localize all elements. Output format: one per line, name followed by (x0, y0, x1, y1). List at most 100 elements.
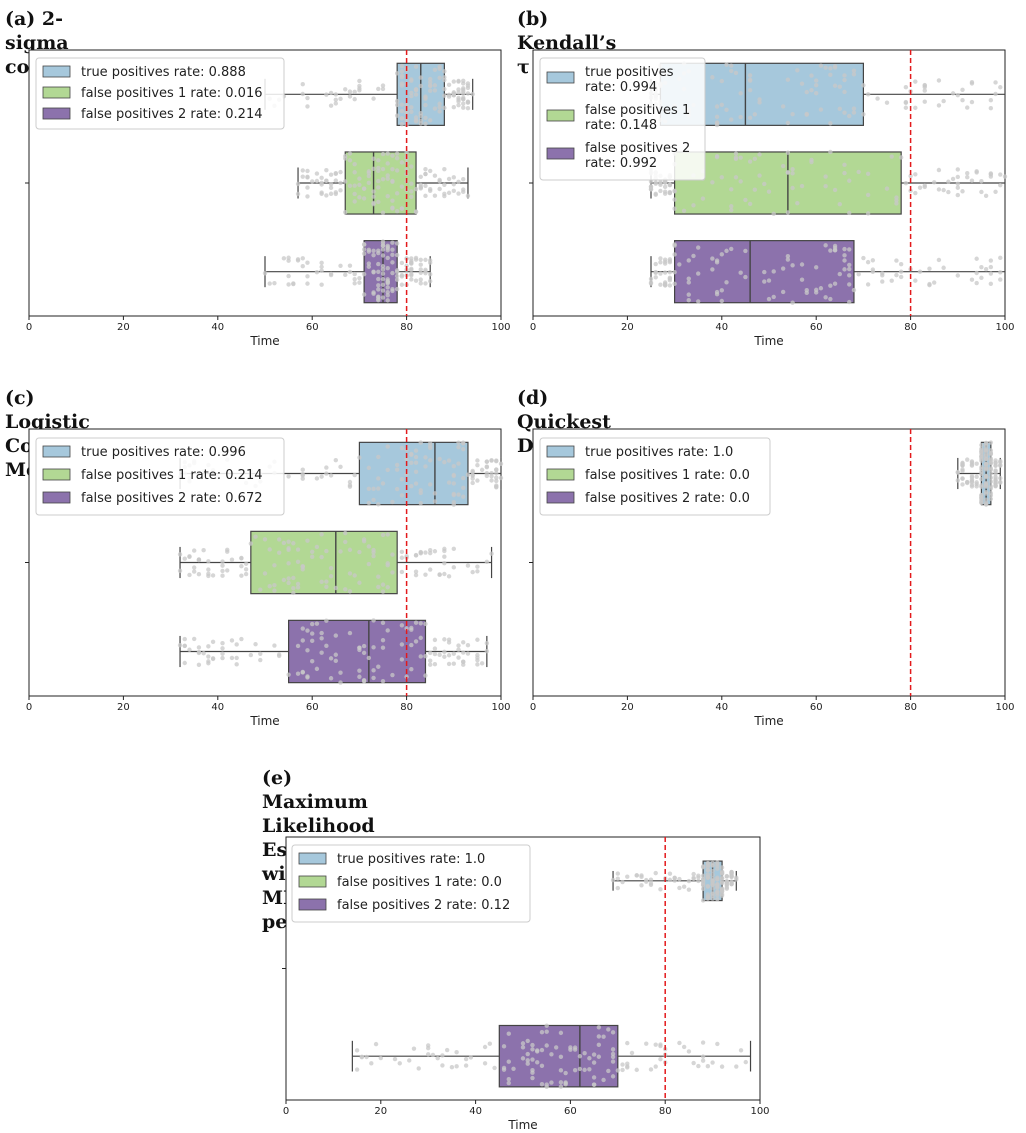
swarm-point (465, 643, 471, 648)
swarm-point (206, 559, 211, 564)
swarm-point (310, 659, 315, 664)
swarm-point (799, 183, 805, 189)
swarm-point (418, 262, 423, 267)
swarm-point (998, 459, 1003, 465)
swarm-point (418, 174, 423, 179)
swarm-point (696, 1063, 701, 1069)
swarm-point (766, 278, 772, 283)
swarm-point (229, 655, 235, 661)
swarm-point (743, 248, 748, 254)
swarm-point (568, 1047, 573, 1052)
swarm-point (423, 550, 428, 555)
swarm-point (898, 155, 904, 160)
swarm-point (461, 187, 466, 192)
swarm-point (347, 589, 353, 594)
swarm-point (969, 99, 975, 105)
swarm-point (319, 579, 324, 585)
swarm-point (941, 187, 946, 193)
swarm-point (409, 181, 414, 186)
swarm-point (461, 640, 466, 645)
swarm-point (799, 277, 805, 282)
swarm-point (936, 167, 942, 173)
swarm-point (922, 183, 927, 188)
swarm-point (525, 1038, 530, 1044)
x-axis-label: Time (249, 334, 279, 348)
swarm-point (475, 662, 480, 667)
swarm-point (357, 455, 362, 460)
swarm-point (662, 270, 668, 275)
swarm-point (373, 1041, 379, 1047)
swarm-point (653, 1064, 658, 1069)
swarm-point (715, 1041, 720, 1047)
swarm-point (729, 246, 734, 252)
swarm-point (423, 621, 428, 627)
swarm-point (917, 269, 923, 274)
swarm-point (610, 1059, 616, 1064)
swarm-point (206, 644, 211, 649)
swarm-point (413, 186, 419, 192)
swarm-point (442, 69, 447, 74)
swarm-point (790, 263, 795, 268)
swarm-point (376, 168, 381, 173)
swarm-point (440, 1053, 445, 1058)
swarm-point (639, 874, 644, 880)
swarm-point (399, 160, 405, 165)
swarm-point (432, 67, 438, 73)
swarm-point (832, 187, 838, 193)
swarm-point (385, 173, 390, 178)
swarm-point (423, 673, 428, 678)
legend-entry: true positives rate: 0.994 (585, 65, 674, 95)
swarm-point (428, 80, 433, 85)
swarm-point (823, 174, 828, 179)
swarm-point (700, 873, 706, 878)
swarm-point (239, 573, 244, 578)
swarm-point (714, 120, 720, 125)
swarm-point (361, 292, 367, 297)
swarm-point (461, 105, 466, 110)
swarm-point (361, 271, 367, 277)
swarm-point (338, 263, 343, 268)
swarm-point (276, 550, 282, 555)
swarm-point (428, 83, 433, 88)
swarm-point (752, 112, 758, 117)
swarm-point (790, 112, 795, 117)
swarm-point (913, 190, 918, 196)
swarm-point (380, 637, 386, 643)
swarm-point (243, 567, 249, 572)
swarm-point (366, 500, 372, 506)
swarm-point (272, 280, 277, 286)
swarm-point (300, 467, 305, 472)
swarm-point (220, 640, 225, 646)
swarm-point (385, 161, 390, 166)
swarm-point (385, 293, 390, 298)
swarm-point (719, 865, 725, 870)
swarm-point (790, 166, 795, 172)
swarm-point (390, 179, 395, 184)
swarm-point (894, 272, 899, 278)
swarm-point (983, 489, 989, 495)
swarm-point (662, 281, 668, 287)
swarm-point (423, 281, 428, 286)
swarm-point (319, 268, 324, 273)
swarm-point (437, 456, 442, 462)
swarm-point (371, 645, 376, 650)
swarm-point (461, 446, 466, 452)
swarm-point (715, 885, 720, 890)
swarm-point (955, 92, 960, 98)
swarm-point (644, 1041, 649, 1046)
swarm-point (333, 171, 338, 177)
swarm-point (743, 274, 748, 280)
legend-entry: false positives 2 rate: 0.672 (81, 491, 263, 506)
swarm-point (442, 649, 447, 655)
swarm-point (409, 273, 414, 278)
chart-d: 0 20 40 60 80 100 Time true positives rate: 1.0… (529, 428, 1015, 728)
swarm-point (446, 190, 452, 196)
swarm-point (710, 75, 715, 80)
swarm-point (380, 589, 386, 594)
swarm-point (969, 178, 975, 183)
swarm-point (397, 1061, 402, 1066)
x-tick-label: 20 (621, 702, 634, 713)
swarm-point (662, 184, 668, 190)
swarm-point (734, 1064, 739, 1069)
swarm-point (376, 276, 381, 282)
